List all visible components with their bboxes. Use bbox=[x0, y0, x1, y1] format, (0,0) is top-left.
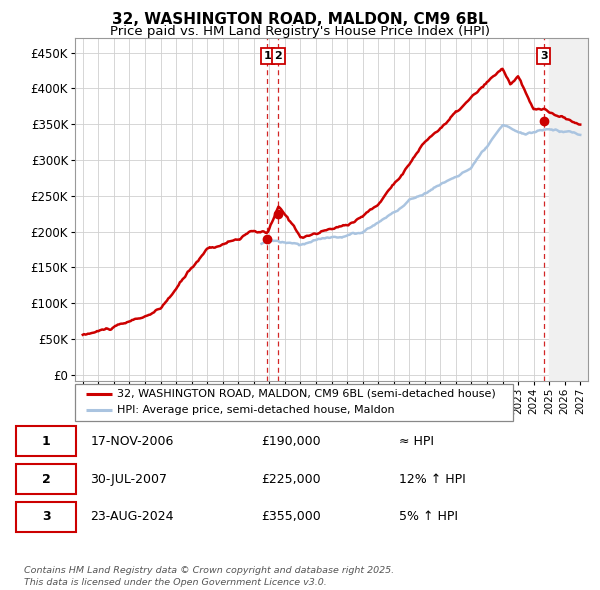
Text: Contains HM Land Registry data © Crown copyright and database right 2025.
This d: Contains HM Land Registry data © Crown c… bbox=[24, 566, 394, 587]
Text: 2: 2 bbox=[42, 473, 50, 486]
Text: £225,000: £225,000 bbox=[262, 473, 321, 486]
Bar bbox=[549, 38, 588, 381]
Text: £355,000: £355,000 bbox=[262, 510, 321, 523]
FancyBboxPatch shape bbox=[75, 384, 513, 421]
Text: 5% ↑ HPI: 5% ↑ HPI bbox=[400, 510, 458, 523]
Text: Price paid vs. HM Land Registry's House Price Index (HPI): Price paid vs. HM Land Registry's House … bbox=[110, 25, 490, 38]
Text: 1: 1 bbox=[263, 51, 271, 61]
Text: 32, WASHINGTON ROAD, MALDON, CM9 6BL: 32, WASHINGTON ROAD, MALDON, CM9 6BL bbox=[112, 12, 488, 27]
Text: 3: 3 bbox=[42, 510, 50, 523]
Text: 1: 1 bbox=[42, 435, 50, 448]
FancyBboxPatch shape bbox=[16, 502, 76, 532]
Text: £190,000: £190,000 bbox=[262, 435, 321, 448]
Text: 3: 3 bbox=[540, 51, 548, 61]
Text: ≈ HPI: ≈ HPI bbox=[400, 435, 434, 448]
Text: 2: 2 bbox=[274, 51, 282, 61]
Text: HPI: Average price, semi-detached house, Maldon: HPI: Average price, semi-detached house,… bbox=[116, 405, 394, 415]
FancyBboxPatch shape bbox=[16, 426, 76, 457]
Bar bbox=[549, 38, 588, 381]
Text: 30-JUL-2007: 30-JUL-2007 bbox=[90, 473, 167, 486]
Text: 17-NOV-2006: 17-NOV-2006 bbox=[90, 435, 173, 448]
FancyBboxPatch shape bbox=[16, 464, 76, 494]
Text: 23-AUG-2024: 23-AUG-2024 bbox=[90, 510, 174, 523]
Text: 12% ↑ HPI: 12% ↑ HPI bbox=[400, 473, 466, 486]
Text: 32, WASHINGTON ROAD, MALDON, CM9 6BL (semi-detached house): 32, WASHINGTON ROAD, MALDON, CM9 6BL (se… bbox=[116, 389, 496, 399]
